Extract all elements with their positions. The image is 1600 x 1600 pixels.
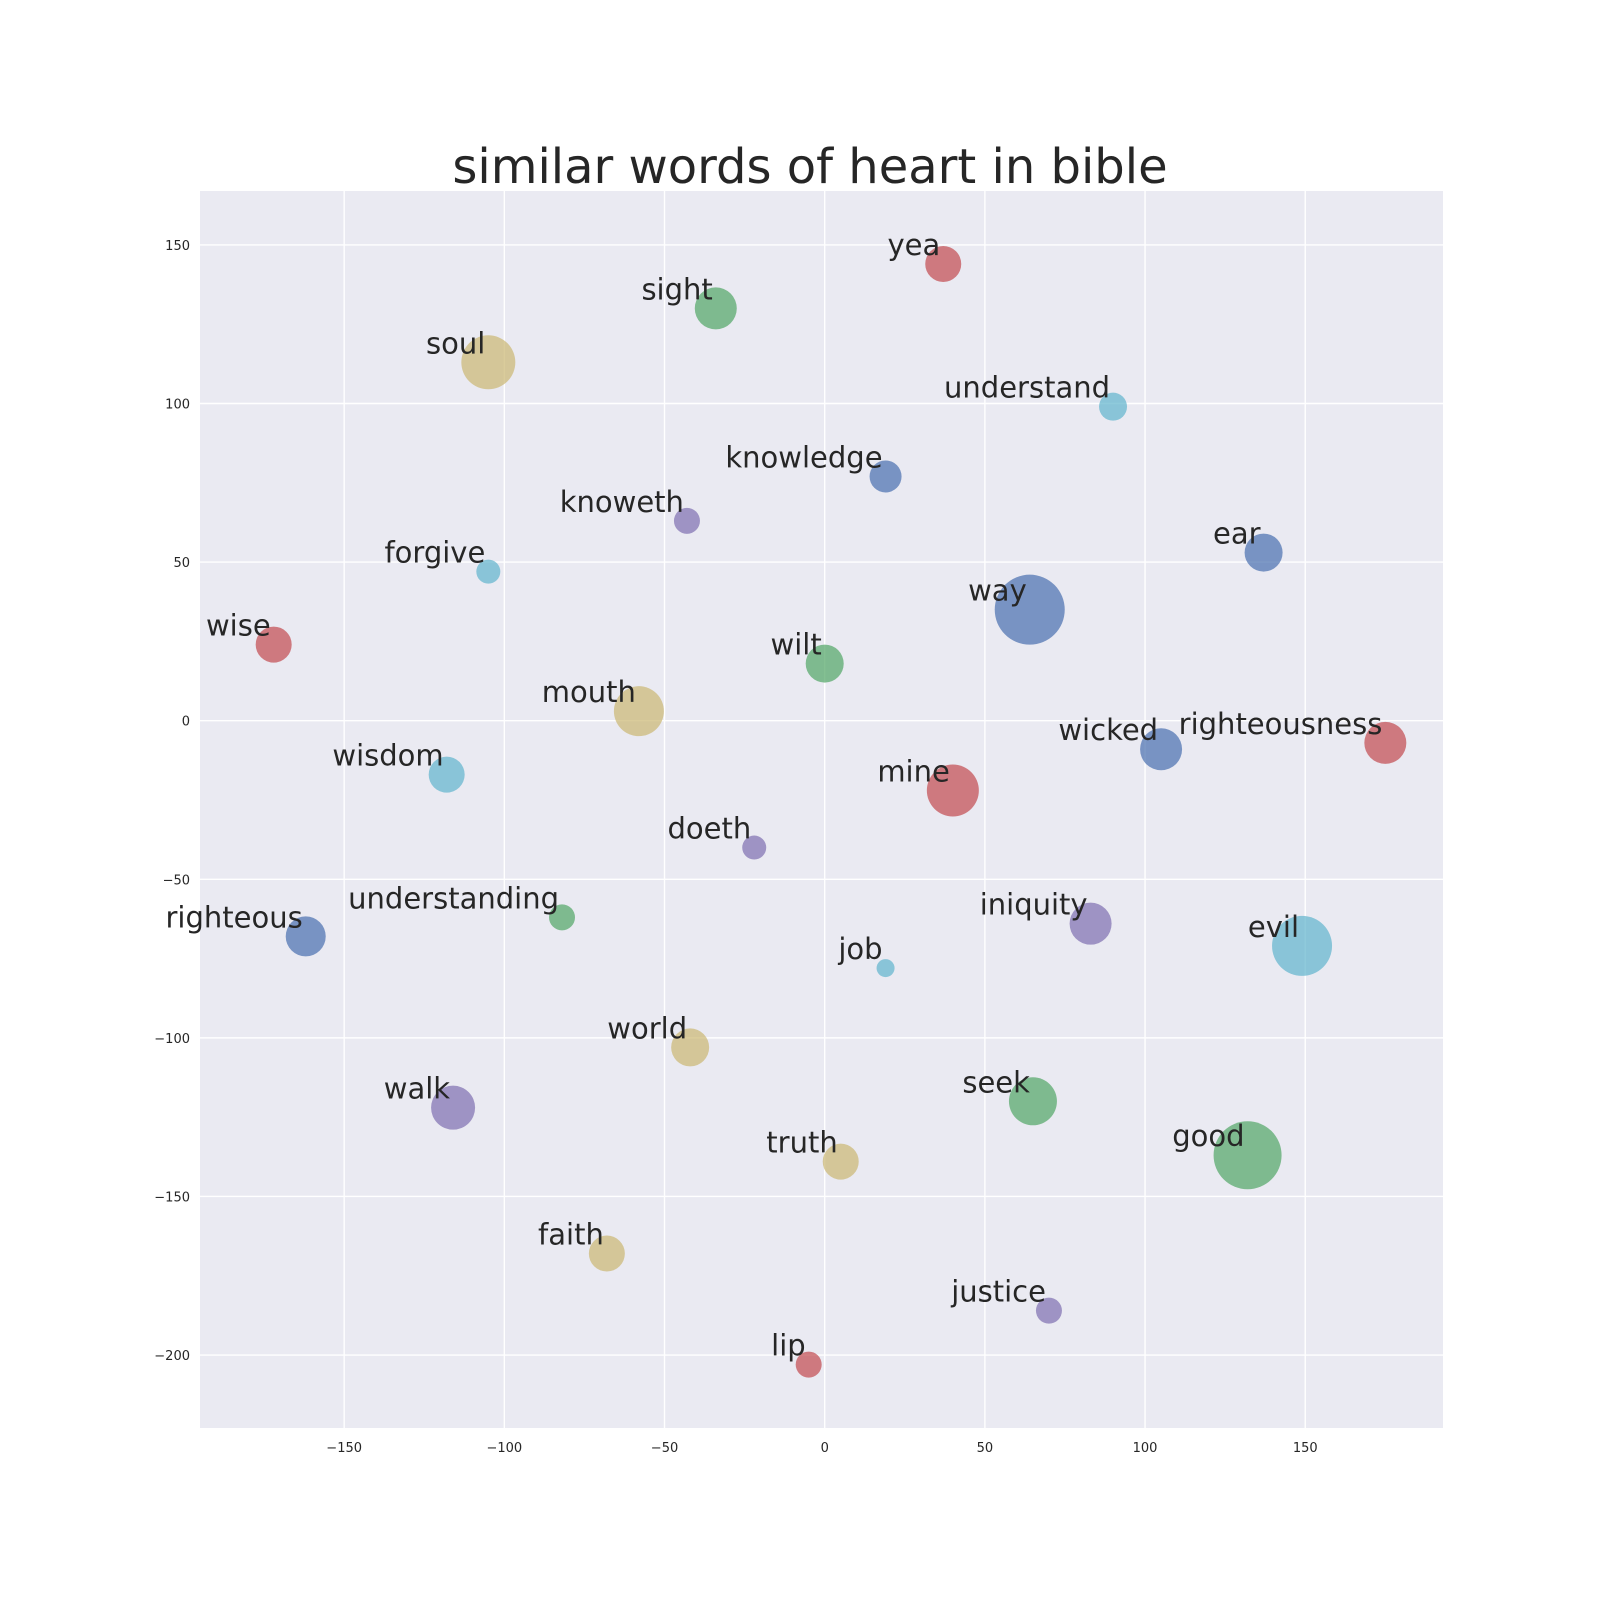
y-tick-label: 0: [182, 715, 190, 730]
grid: [200, 191, 1443, 1428]
x-tick-label: −50: [651, 1441, 678, 1456]
bubble-understand: [1099, 392, 1128, 421]
word-label-mine: mine: [877, 754, 950, 788]
x-tick-label: 150: [1293, 1441, 1318, 1456]
bubble-faith: [588, 1235, 625, 1272]
y-tick-label: 150: [165, 239, 190, 254]
word-label-iniquity: iniquity: [980, 888, 1088, 922]
bubble-mouth: [613, 686, 664, 737]
word-label-ear: ear: [1213, 517, 1261, 551]
y-tick-label: −100: [154, 1032, 190, 1047]
word-label-wicked: wicked: [1058, 713, 1158, 747]
word-label-good: good: [1172, 1119, 1244, 1153]
x-tick-label: −100: [486, 1441, 522, 1456]
bubble-yea: [925, 245, 962, 282]
bubble-wise: [255, 626, 292, 663]
y-tick-label: −200: [154, 1349, 190, 1364]
word-label-world: world: [607, 1011, 687, 1045]
bubble-forgive: [476, 559, 501, 584]
bubble-ear: [1244, 533, 1283, 572]
word-label-righteousness: righteousness: [1179, 707, 1383, 741]
bubble-wilt: [805, 644, 844, 683]
word-label-doeth: doeth: [667, 812, 751, 846]
bubble-walk: [431, 1085, 476, 1130]
word-label-wilt: wilt: [771, 628, 822, 662]
word-label-understand: understand: [944, 371, 1110, 405]
bubble-mine: [926, 764, 979, 817]
word-label-mouth: mouth: [542, 675, 636, 709]
word-label-wise: wise: [206, 609, 271, 643]
x-tick-label: 50: [977, 1441, 994, 1456]
word-label-righteous: righteous: [166, 900, 303, 934]
word-label-wisdom: wisdom: [332, 739, 443, 773]
y-tick-label: −50: [163, 873, 190, 888]
word-label-faith: faith: [538, 1218, 604, 1252]
x-tick-label: 100: [1133, 1441, 1158, 1456]
word-label-forgive: forgive: [384, 536, 485, 570]
bubble-righteous: [285, 916, 326, 957]
bubble-righteousness: [1364, 721, 1407, 764]
word-label-evil: evil: [1248, 910, 1299, 944]
bubble-world: [671, 1028, 710, 1067]
word-label-lip: lip: [771, 1329, 806, 1363]
bubble-seek: [1008, 1077, 1057, 1126]
word-label-job: job: [837, 932, 882, 966]
plot-area: [200, 191, 1443, 1428]
bubble-evil: [1272, 915, 1333, 976]
bubble-doeth: [742, 835, 767, 860]
bubble-lip: [795, 1351, 822, 1378]
bubble-understanding: [549, 904, 576, 931]
chart-title: similar words of heart in bible: [452, 139, 1167, 195]
bubble-soul: [461, 335, 516, 390]
word-label-justice: justice: [950, 1275, 1046, 1309]
y-tick-label: 50: [173, 556, 190, 571]
word-label-soul: soul: [426, 326, 485, 360]
bubble-job: [876, 959, 895, 978]
bubble-sight: [694, 287, 737, 330]
word-label-sight: sight: [641, 272, 712, 306]
word-labels: yea sight soul understand knowledge knoweth ea…: [166, 228, 1383, 1363]
word-label-seek: seek: [962, 1065, 1030, 1099]
x-tick-label: −150: [326, 1441, 362, 1456]
bubble-wisdom: [428, 756, 465, 793]
word-label-walk: walk: [384, 1072, 451, 1106]
word-label-way: way: [968, 574, 1027, 608]
bubbles: [255, 245, 1407, 1378]
bubble-knoweth: [673, 507, 700, 534]
x-axis-ticks: −150 −100 −50 0 50 100 150: [326, 1441, 1317, 1456]
bubble-way: [994, 574, 1065, 645]
word-label-understanding: understanding: [348, 881, 559, 915]
bubble-iniquity: [1069, 902, 1112, 945]
bubble-good: [1213, 1121, 1282, 1190]
y-tick-label: 100: [165, 398, 190, 413]
y-axis-ticks: 150 100 50 0 −50 −100 −150 −200: [154, 239, 190, 1364]
bubble-wicked: [1140, 728, 1183, 771]
bubble-justice: [1035, 1297, 1062, 1324]
bubble-truth: [822, 1143, 859, 1180]
x-tick-label: 0: [821, 1441, 829, 1456]
word-label-yea: yea: [887, 228, 940, 262]
y-tick-label: −150: [154, 1190, 190, 1205]
bubble-knowledge: [869, 460, 902, 493]
word-label-truth: truth: [766, 1126, 837, 1160]
word-label-knoweth: knoweth: [560, 485, 684, 519]
word-label-knowledge: knowledge: [725, 440, 882, 474]
